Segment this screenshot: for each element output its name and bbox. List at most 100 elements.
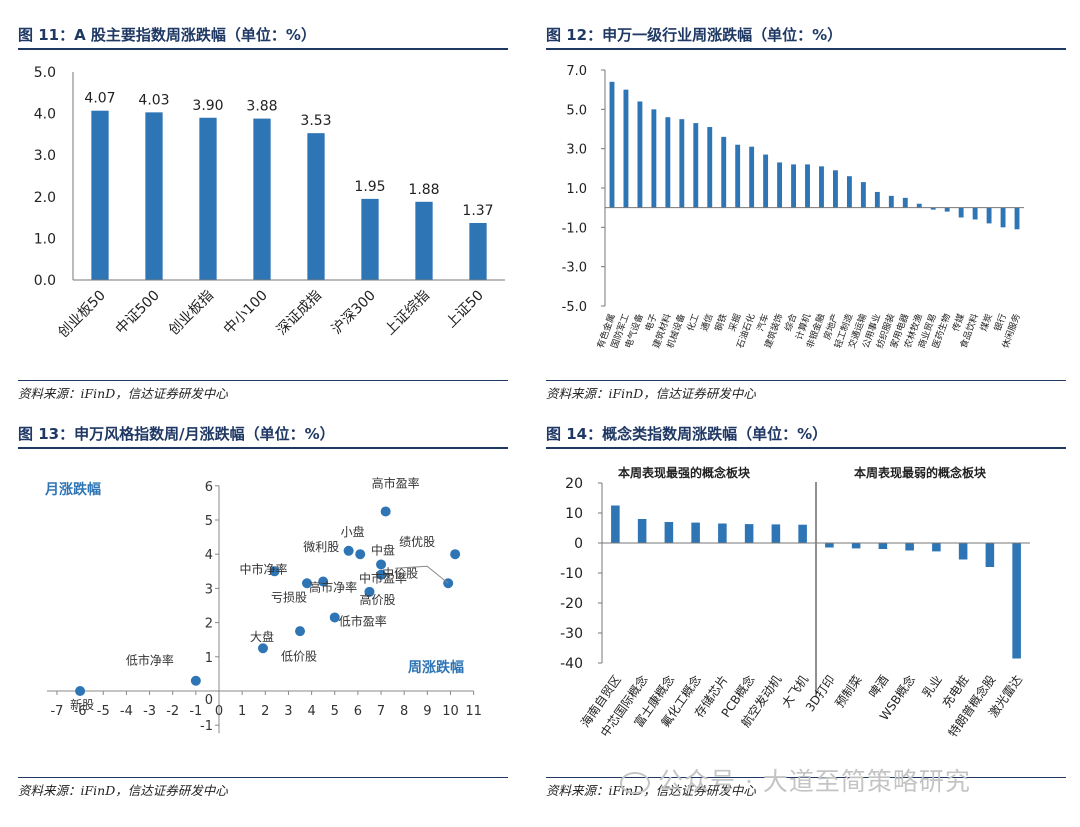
- scatter-point: [318, 576, 329, 587]
- point-label: 微利股: [303, 540, 339, 554]
- point-label: 新股: [70, 697, 94, 712]
- bar: [958, 207, 964, 218]
- point-label: 高市净率: [309, 580, 357, 595]
- bar: [874, 191, 880, 208]
- bar: [972, 207, 978, 220]
- bar: [469, 223, 487, 280]
- point-label: 中价股: [382, 565, 418, 580]
- bar: [199, 117, 217, 280]
- bar: [749, 146, 755, 208]
- x-tick-label: -2: [166, 704, 179, 719]
- x-tick-label: 3: [284, 704, 292, 719]
- x-tick-label: -3: [143, 704, 156, 719]
- bar: [958, 543, 968, 560]
- chart12-source-rule: [546, 380, 1066, 381]
- x-tick-label: 上证50: [443, 288, 487, 332]
- bar: [798, 524, 807, 543]
- point-label: 绩优股: [399, 535, 435, 549]
- y-tick-label: -40: [560, 656, 583, 672]
- y-tick-label: -3.0: [562, 261, 587, 276]
- y-tick-label: 5.0: [34, 65, 56, 81]
- scatter-point: [450, 549, 461, 560]
- y-tick-label: 5: [205, 514, 213, 529]
- scatter-point: [295, 626, 306, 637]
- x-tick-label: -5: [97, 704, 110, 719]
- bar: [888, 195, 894, 208]
- y-axis-title: 月涨跌幅: [44, 481, 101, 498]
- point-label: 小盘: [341, 524, 365, 539]
- y-tick-label: -5.0: [562, 300, 587, 315]
- bar: [1000, 207, 1006, 228]
- scatter-point: [376, 569, 387, 580]
- y-tick-label: 3.0: [566, 143, 587, 158]
- point-label: 中市盈率: [359, 571, 407, 586]
- y-tick-label: -1: [200, 719, 213, 734]
- bar: [986, 207, 992, 224]
- chart13-title: 图 13：申万风格指数周/月涨跌幅（单位：%）: [18, 425, 335, 443]
- y-tick-label: -10: [560, 566, 583, 582]
- group-label-strongest: 本周表现最强的概念板块: [618, 465, 751, 480]
- bar: [744, 524, 754, 543]
- x-tick-label: 11: [465, 704, 482, 719]
- bar: [1014, 207, 1020, 230]
- bar: [851, 543, 861, 549]
- bar: [91, 110, 109, 280]
- chart11-title: 图 11：A 股主要指数周涨跌幅（单位：%）: [18, 26, 316, 44]
- x-tick-label: 乳业: [920, 673, 945, 701]
- y-tick-label: 2.0: [34, 190, 56, 206]
- group-header-band: [602, 457, 1030, 481]
- y-tick-label: 3: [205, 582, 213, 597]
- point-label: 低价股: [281, 649, 317, 663]
- scatter-point: [364, 586, 375, 597]
- x-tick-label: 9: [423, 704, 431, 719]
- point-label: 中盘: [371, 542, 395, 557]
- x-tick-label: 6: [354, 704, 362, 719]
- chart12-title-rule: [546, 48, 1066, 50]
- chart12-source: 资料来源：iFinD，信达证券研发中心: [546, 386, 756, 401]
- watermark-text: 公众号 · 大道至简策略研究: [658, 767, 971, 796]
- y-tick-label: -20: [560, 596, 583, 612]
- data-label: 1.95: [354, 179, 385, 195]
- bar: [805, 164, 810, 208]
- chart14-title-rule: [546, 447, 1066, 449]
- x-tick-label: 4: [307, 704, 315, 719]
- bar: [145, 112, 163, 280]
- x-tick-label: 10: [442, 704, 459, 719]
- bar: [721, 136, 727, 208]
- x-tick-label: -7: [50, 704, 63, 719]
- scatter-point: [329, 612, 340, 623]
- group-label-weakest: 本周表现最弱的概念板块: [854, 465, 987, 480]
- bar: [679, 119, 685, 208]
- point-label: 高价股: [359, 592, 395, 607]
- y-tick-label: 4: [205, 548, 213, 563]
- y-tick-label: 2: [205, 617, 213, 632]
- data-label: 3.53: [300, 113, 331, 129]
- x-tick-label: 啤酒: [865, 672, 891, 700]
- y-tick-label: 6: [205, 480, 213, 495]
- x-tick-label: 5: [331, 704, 339, 719]
- bar: [985, 543, 995, 567]
- point-label: 大盘: [250, 629, 274, 644]
- data-label: 1.37: [462, 203, 493, 219]
- chart13-title-rule: [18, 447, 508, 449]
- bar: [664, 522, 674, 543]
- bar: [944, 207, 950, 212]
- x-tick-label: 沪深300: [329, 288, 379, 338]
- data-label: 4.03: [138, 92, 169, 108]
- x-tick-label: 创业板50: [55, 288, 109, 342]
- bar: [307, 133, 325, 280]
- x-tick-label: -6: [74, 704, 87, 719]
- bar: [415, 201, 433, 280]
- bar: [253, 118, 271, 280]
- chart12-title: 图 12：申万一级行业周涨跌幅（单位：%）: [546, 26, 843, 44]
- chart14-title: 图 14：概念类指数周涨跌幅（单位：%）: [546, 425, 828, 443]
- x-tick-label: -1: [189, 704, 202, 719]
- bar: [609, 81, 615, 208]
- data-label: 4.07: [84, 91, 115, 107]
- y-tick-label: 4.0: [34, 107, 56, 123]
- label-leader-line: [395, 565, 449, 584]
- scatter-point: [257, 643, 268, 654]
- bar: [916, 203, 922, 208]
- x-tick-label: 2: [261, 704, 269, 719]
- chart13-source: 资料来源：iFinD，信达证券研发中心: [18, 783, 228, 798]
